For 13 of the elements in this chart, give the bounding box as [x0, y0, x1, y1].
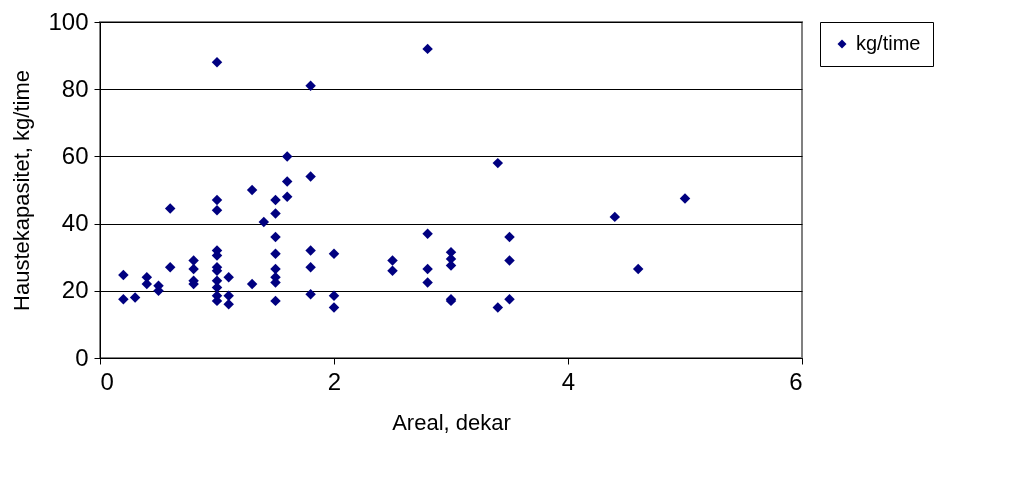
y-tick-label: 0 — [75, 343, 89, 371]
y-tick-label: 40 — [61, 209, 89, 237]
y-axis-title: Haustekapasitet, kg/time — [9, 70, 35, 311]
x-tick-label: 2 — [327, 367, 342, 395]
legend-label: kg/time — [856, 32, 921, 54]
y-tick-label: 100 — [48, 7, 89, 35]
y-tick-label: 60 — [61, 141, 89, 169]
x-axis-title: Areal, dekar — [392, 409, 511, 435]
x-tick-label: 6 — [789, 367, 803, 395]
x-tick-label: 4 — [561, 367, 576, 395]
y-tick-label: 80 — [61, 74, 89, 102]
y-tick-label: 20 — [61, 276, 89, 304]
x-tick-label: 0 — [100, 367, 114, 395]
